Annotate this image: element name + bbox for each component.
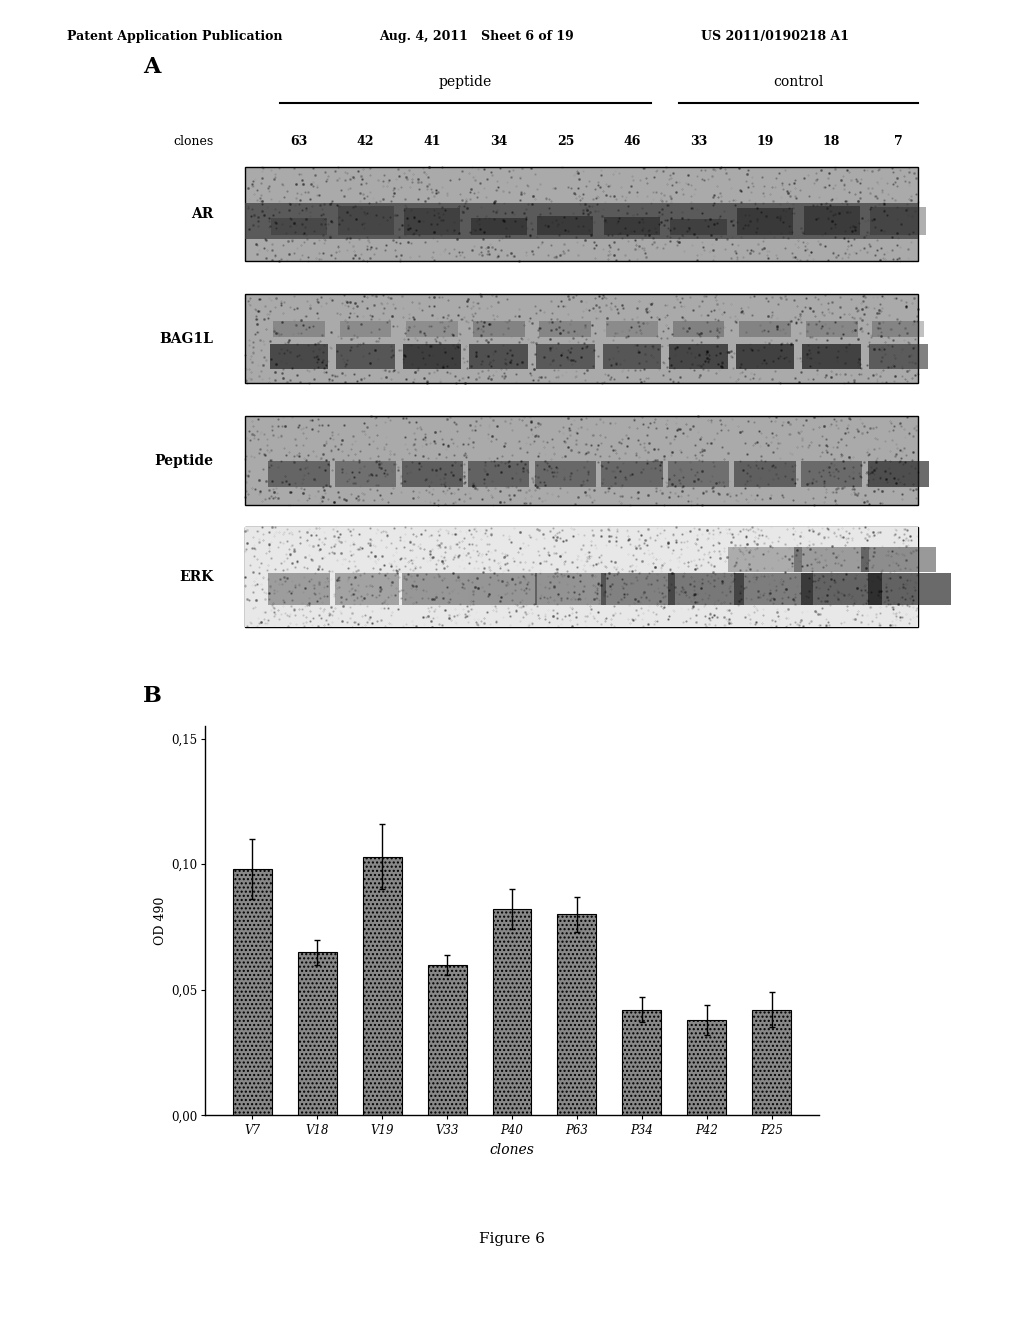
Bar [734, 461, 796, 487]
Bar [469, 345, 528, 368]
Bar [273, 321, 325, 337]
Text: Aug. 4, 2011   Sheet 6 of 19: Aug. 4, 2011 Sheet 6 of 19 [379, 30, 573, 44]
Bar [232, 869, 271, 1115]
Bar [538, 215, 593, 235]
Text: Figure 6: Figure 6 [479, 1233, 545, 1246]
Text: control: control [773, 75, 823, 90]
Bar [473, 321, 524, 337]
Bar [670, 345, 728, 368]
Bar [401, 573, 468, 605]
Bar [603, 345, 662, 368]
Text: Peptide: Peptide [155, 454, 213, 467]
Bar [803, 345, 861, 368]
Bar [338, 206, 393, 235]
Text: 34: 34 [490, 136, 508, 148]
Bar [271, 218, 327, 235]
Text: 25: 25 [557, 136, 574, 148]
Text: 41: 41 [423, 136, 441, 148]
Bar [870, 207, 927, 235]
Bar [540, 321, 591, 337]
Bar [734, 573, 813, 605]
Bar [668, 573, 743, 605]
Bar [245, 416, 918, 506]
Text: ERK: ERK [179, 570, 213, 585]
Text: 63: 63 [291, 136, 307, 148]
Bar [335, 461, 396, 487]
Bar [801, 573, 882, 605]
Bar [362, 857, 401, 1115]
Bar [673, 321, 724, 337]
Text: 18: 18 [823, 136, 841, 148]
Bar [245, 203, 918, 239]
Bar [269, 345, 329, 368]
Text: B: B [143, 685, 162, 708]
Bar [245, 294, 918, 383]
Bar [245, 527, 918, 627]
Bar [604, 216, 660, 235]
Bar [737, 209, 794, 235]
Bar [795, 548, 869, 572]
Text: Patent Application Publication: Patent Application Publication [67, 30, 282, 44]
Text: AR: AR [191, 207, 213, 220]
Text: 33: 33 [690, 136, 708, 148]
Bar [471, 218, 526, 235]
Bar [806, 321, 857, 337]
Bar [671, 219, 727, 235]
Bar [537, 345, 595, 368]
Bar [872, 321, 924, 337]
Text: 46: 46 [624, 136, 641, 148]
Bar [736, 345, 795, 368]
Text: clones: clones [173, 136, 213, 148]
Y-axis label: OD 490: OD 490 [155, 896, 168, 945]
Bar [804, 206, 860, 235]
Text: peptide: peptide [439, 75, 493, 90]
Bar [493, 909, 531, 1115]
Bar [687, 1020, 726, 1115]
Bar [401, 461, 463, 487]
Bar [753, 1010, 792, 1115]
Bar [867, 461, 929, 487]
Bar [428, 965, 467, 1115]
Bar [869, 345, 928, 368]
Bar [340, 321, 391, 337]
Bar [623, 1010, 662, 1115]
Bar [601, 573, 675, 605]
Text: US 2011/0190218 A1: US 2011/0190218 A1 [701, 30, 850, 44]
Bar [601, 461, 663, 487]
Bar [728, 548, 803, 572]
Bar [468, 573, 537, 605]
Bar [468, 461, 529, 487]
Bar [801, 461, 862, 487]
Bar [668, 461, 729, 487]
Bar [245, 166, 918, 261]
X-axis label: clones: clones [489, 1143, 535, 1158]
Bar [535, 573, 606, 605]
Bar [245, 527, 918, 627]
Bar [407, 321, 458, 337]
Text: A: A [143, 55, 161, 78]
Bar [739, 321, 791, 337]
Text: 7: 7 [894, 136, 902, 148]
Bar [404, 207, 460, 235]
Bar [861, 548, 936, 572]
Bar [402, 345, 462, 368]
Bar [557, 915, 596, 1115]
Bar [335, 573, 398, 605]
Text: 42: 42 [356, 136, 375, 148]
Bar [298, 952, 337, 1115]
Bar [268, 461, 330, 487]
Text: 19: 19 [757, 136, 774, 148]
Bar [867, 573, 951, 605]
Bar [336, 345, 395, 368]
Bar [535, 461, 596, 487]
Bar [606, 321, 657, 337]
Text: BAG1L: BAG1L [160, 331, 213, 346]
Bar [268, 573, 330, 605]
